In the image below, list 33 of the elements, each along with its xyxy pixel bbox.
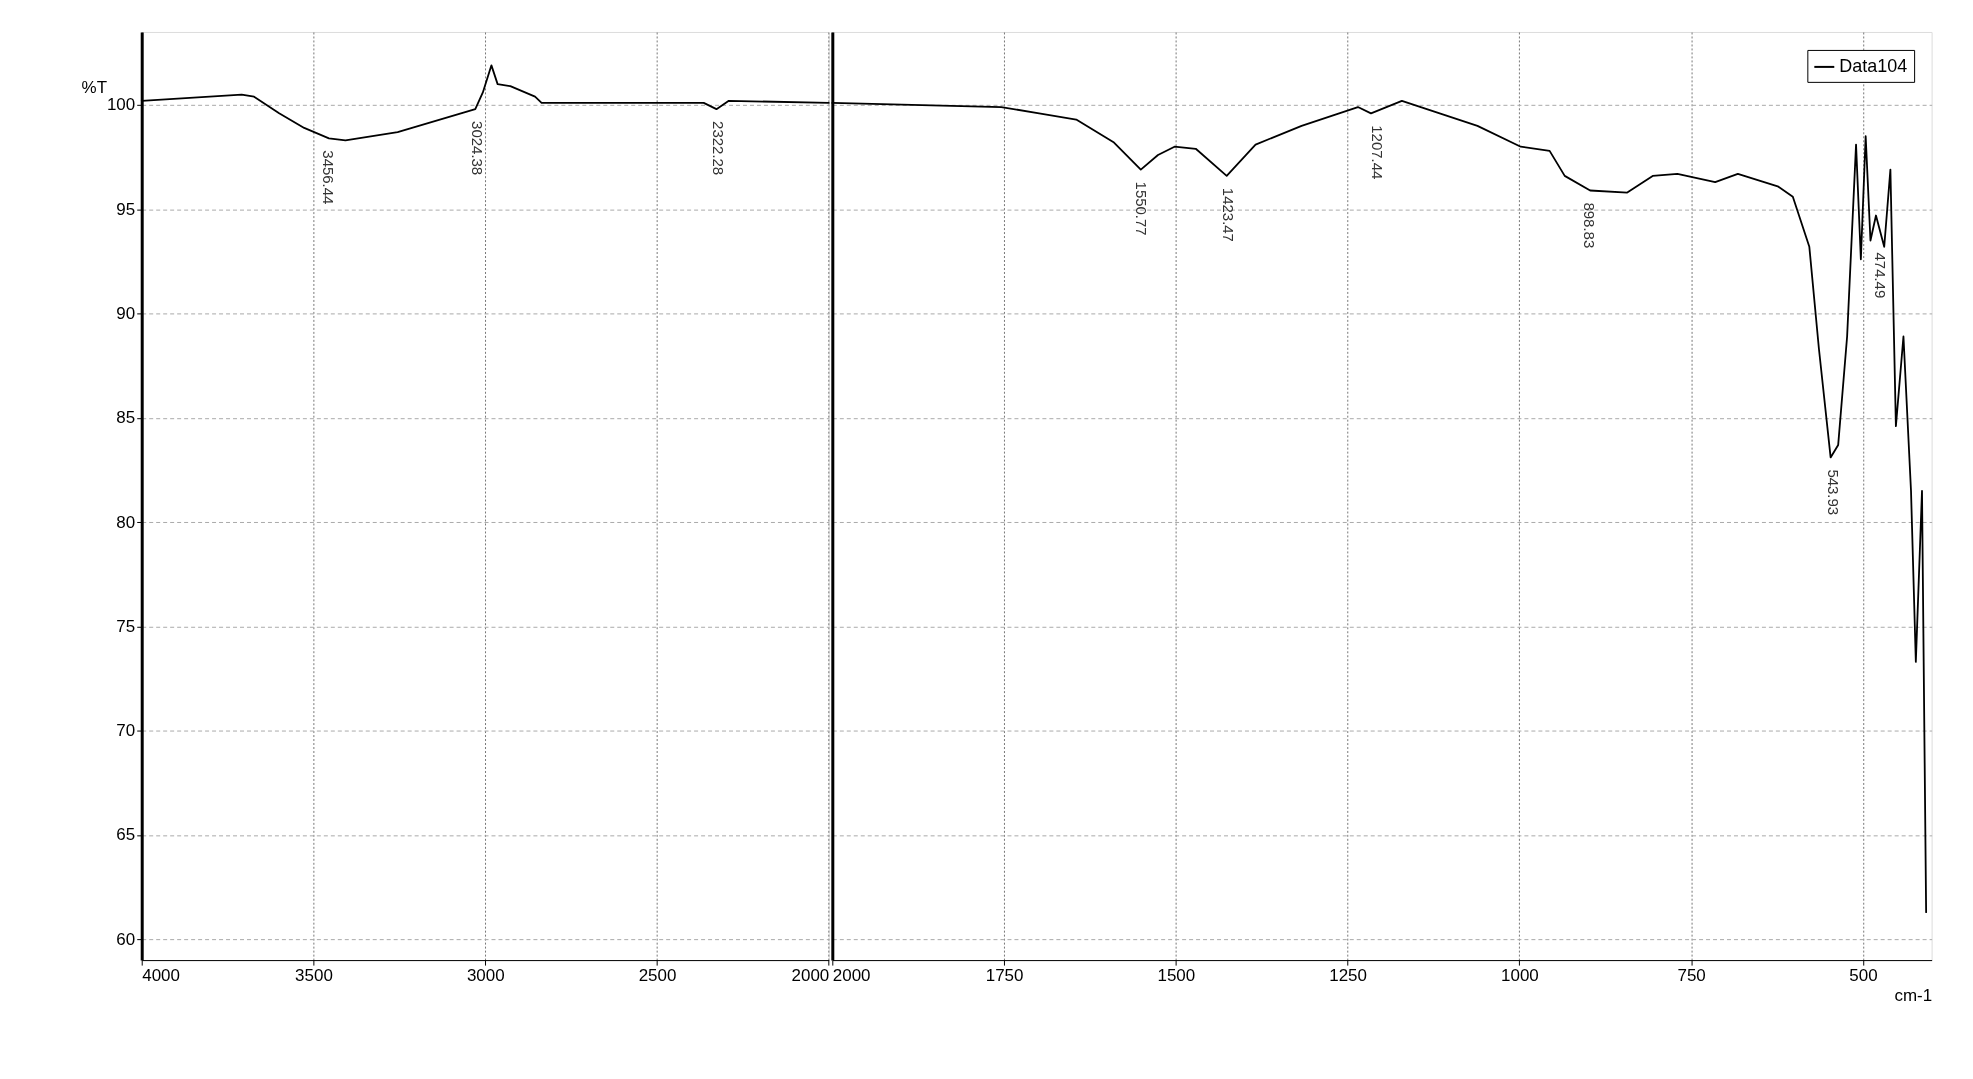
y-tick-label: 70 <box>116 721 136 741</box>
x-axis-title: cm-1 <box>1894 985 1933 1005</box>
x-tick-label: 1500 <box>1157 965 1196 985</box>
annotation: 3024.38 <box>468 121 486 176</box>
annotation: 2322.28 <box>710 121 728 176</box>
x-tick-label: 2500 <box>638 965 677 985</box>
annotation: 1423.47 <box>1220 187 1238 242</box>
x-tick-label: 4000 <box>142 965 180 985</box>
x-tick-label: 3500 <box>295 965 333 985</box>
annotation: 898.83 <box>1580 202 1598 249</box>
annotation: 1207.44 <box>1368 125 1386 180</box>
y-tick-label: 65 <box>116 825 136 845</box>
y-tick-label: 75 <box>116 616 136 636</box>
x-tick-label: 500 <box>1849 965 1878 985</box>
x-tick-label: 1000 <box>1501 965 1539 985</box>
annotation: 1550.77 <box>1132 181 1150 236</box>
annotation: 543.93 <box>1824 469 1842 516</box>
x-tick-label: 1750 <box>985 965 1024 985</box>
y-tick-label: 60 <box>116 929 136 949</box>
y-tick-label: 80 <box>116 512 136 532</box>
annotation: 474.49 <box>1872 252 1890 299</box>
legend-label: Data104 <box>1839 55 1908 76</box>
y-tick-label: 95 <box>116 199 136 219</box>
x-tick-label: 1250 <box>1329 965 1367 985</box>
y-tick-label: 90 <box>116 304 136 324</box>
annotation: 3456.44 <box>320 150 338 205</box>
x-tick-label: 2000 <box>791 965 830 985</box>
x-tick-label: 2000 <box>832 965 871 985</box>
x-tick-label: 750 <box>1677 965 1706 985</box>
x-tick-label: 3000 <box>466 965 505 985</box>
y-axis-title: %T <box>81 78 108 98</box>
y-tick-label: 100 <box>106 95 136 115</box>
y-tick-label: 85 <box>116 408 136 428</box>
